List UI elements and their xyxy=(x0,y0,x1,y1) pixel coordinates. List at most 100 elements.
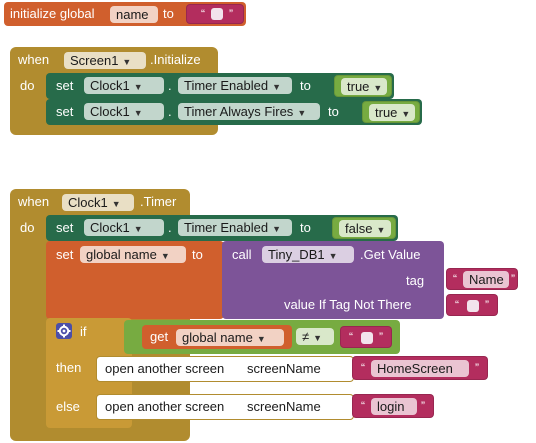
chevron-down-icon: ▼ xyxy=(272,82,281,92)
tag-label: tag xyxy=(406,273,425,288)
then-label: then xyxy=(56,360,82,375)
get-label: get xyxy=(150,329,169,344)
property-dropdown[interactable]: Timer Enabled ▼ xyxy=(178,219,292,236)
dot-label: . xyxy=(168,220,172,235)
close-quote-icon: ” xyxy=(421,399,425,413)
not-equal-compare-block[interactable]: get global name ▼ ≠ ▼ “ ” xyxy=(124,320,400,354)
login-text-block[interactable]: “ login ” xyxy=(352,394,434,418)
true-logic-block[interactable]: true ▼ xyxy=(362,101,420,123)
global-variable-dropdown[interactable]: global name ▼ xyxy=(80,246,186,263)
screen-name-text-field[interactable]: login xyxy=(371,398,417,415)
get-global-name-block[interactable]: get global name ▼ xyxy=(142,325,292,349)
property-name: Timer Enabled xyxy=(184,220,269,235)
if-label: if xyxy=(80,324,87,339)
chevron-down-icon: ▼ xyxy=(111,199,121,209)
initialize-global-block[interactable]: initialize global name to “ ” xyxy=(4,2,246,26)
logic-value-dropdown[interactable]: false ▼ xyxy=(339,220,391,237)
chevron-down-icon: ▼ xyxy=(313,333,323,343)
clock-component-dropdown[interactable]: Clock1 ▼ xyxy=(84,219,164,236)
homescreen-text-block[interactable]: “ HomeScreen ” xyxy=(352,356,488,380)
open-quote-icon: “ xyxy=(349,330,353,344)
call-label: call xyxy=(232,247,252,262)
empty-text-block[interactable]: “ ” xyxy=(340,326,392,348)
set-label: set xyxy=(56,247,74,262)
property-dropdown[interactable]: Timer Enabled ▼ xyxy=(178,77,292,94)
timer-event-label: .Timer xyxy=(140,194,177,209)
chevron-down-icon: ▼ xyxy=(297,108,307,118)
empty-string-field[interactable] xyxy=(211,8,223,20)
empty-text-block[interactable]: “ ” xyxy=(446,294,498,316)
global-variable-name-field[interactable]: name xyxy=(110,6,158,23)
clock-component-dropdown[interactable]: Clock1 ▼ xyxy=(62,194,134,211)
set-timer-enabled-block[interactable]: set Clock1 ▼ . Timer Enabled ▼ to true ▼ xyxy=(46,73,394,99)
logic-value: true xyxy=(347,79,370,94)
open-another-screen-block[interactable]: open another screen screenName xyxy=(96,394,354,420)
open-another-screen-block[interactable]: open another screen screenName xyxy=(96,356,354,382)
get-value-method-label: .Get Value xyxy=(360,247,421,262)
dot-label: . xyxy=(168,78,172,93)
empty-text-block[interactable]: “ ” xyxy=(186,4,244,24)
when-label: when xyxy=(18,52,50,67)
do-label: do xyxy=(20,220,35,235)
chevron-down-icon: ▼ xyxy=(376,225,386,235)
close-quote-icon: ” xyxy=(475,361,479,375)
chevron-down-icon: ▼ xyxy=(256,334,266,344)
tinydb-get-value-block[interactable]: call Tiny_DB1 ▼ .Get Value tag value If T… xyxy=(222,241,444,319)
to-label: to xyxy=(300,78,311,93)
screen-name-param-label: screenName xyxy=(247,361,321,376)
clock-component-dropdown[interactable]: Clock1 ▼ xyxy=(84,77,164,94)
tinydb-component-dropdown[interactable]: Tiny_DB1 ▼ xyxy=(262,246,354,263)
to-label: to xyxy=(328,104,339,119)
logic-value-dropdown[interactable]: true ▼ xyxy=(341,78,387,95)
to-label: to xyxy=(192,247,203,262)
screen-component-dropdown[interactable]: Screen1 ▼ xyxy=(64,52,146,69)
to-label: to xyxy=(163,6,174,21)
empty-string-field[interactable] xyxy=(361,332,373,344)
open-quote-icon: “ xyxy=(201,7,205,21)
else-label: else xyxy=(56,399,80,414)
value-if-tag-not-there-label: value If Tag Not There xyxy=(284,297,412,312)
tag-text-field[interactable]: Name xyxy=(463,271,509,288)
dot-label: . xyxy=(168,104,172,119)
initialize-global-label: initialize global xyxy=(10,6,95,21)
set-label: set xyxy=(56,220,74,235)
set-timer-always-fires-block[interactable]: set Clock1 ▼ . Timer Always Fires ▼ to tru… xyxy=(46,99,422,125)
true-logic-block[interactable]: true ▼ xyxy=(334,75,392,97)
clock-component-name: Clock1 xyxy=(90,78,130,93)
chevron-down-icon: ▼ xyxy=(401,109,411,119)
chevron-down-icon: ▼ xyxy=(272,224,281,234)
open-quote-icon: “ xyxy=(361,399,365,413)
tag-text-block[interactable]: “ Name ” xyxy=(446,268,518,290)
property-name: Timer Always Fires xyxy=(184,104,294,119)
screen-component-name: Screen1 xyxy=(70,53,119,68)
operator-dropdown[interactable]: ≠ ▼ xyxy=(296,328,334,345)
set-label: set xyxy=(56,104,74,119)
clock-component-name: Clock1 xyxy=(90,220,130,235)
initialize-event-label: .Initialize xyxy=(150,52,201,67)
chevron-down-icon: ▼ xyxy=(328,251,338,261)
empty-string-field[interactable] xyxy=(467,300,479,312)
open-quote-icon: “ xyxy=(453,272,457,286)
chevron-down-icon: ▼ xyxy=(133,108,143,118)
close-quote-icon: ” xyxy=(379,330,383,344)
clock-component-dropdown[interactable]: Clock1 ▼ xyxy=(84,103,164,120)
when-label: when xyxy=(18,194,50,209)
open-another-screen-label: open another screen xyxy=(105,361,225,376)
global-variable-name: global name xyxy=(182,330,253,345)
false-logic-block[interactable]: false ▼ xyxy=(332,217,396,239)
logic-value-dropdown[interactable]: true ▼ xyxy=(369,104,415,121)
open-quote-icon: “ xyxy=(455,298,459,312)
gear-icon[interactable] xyxy=(56,323,72,339)
screen-name-text-field[interactable]: HomeScreen xyxy=(371,360,469,377)
property-dropdown[interactable]: Timer Always Fires ▼ xyxy=(178,103,320,120)
chevron-down-icon: ▼ xyxy=(122,57,132,67)
global-variable-dropdown[interactable]: global name ▼ xyxy=(176,329,284,346)
set-timer-enabled-false-block[interactable]: set Clock1 ▼ . Timer Enabled ▼ to false ▼ xyxy=(46,215,398,241)
chevron-down-icon: ▼ xyxy=(133,224,143,234)
close-quote-icon: ” xyxy=(229,7,233,21)
chevron-down-icon: ▼ xyxy=(160,251,170,261)
close-quote-icon: ” xyxy=(485,298,489,312)
set-global-name-block[interactable]: set global name ▼ to xyxy=(46,241,224,319)
chevron-down-icon: ▼ xyxy=(373,83,383,93)
screen-name-param-label: screenName xyxy=(247,399,321,414)
